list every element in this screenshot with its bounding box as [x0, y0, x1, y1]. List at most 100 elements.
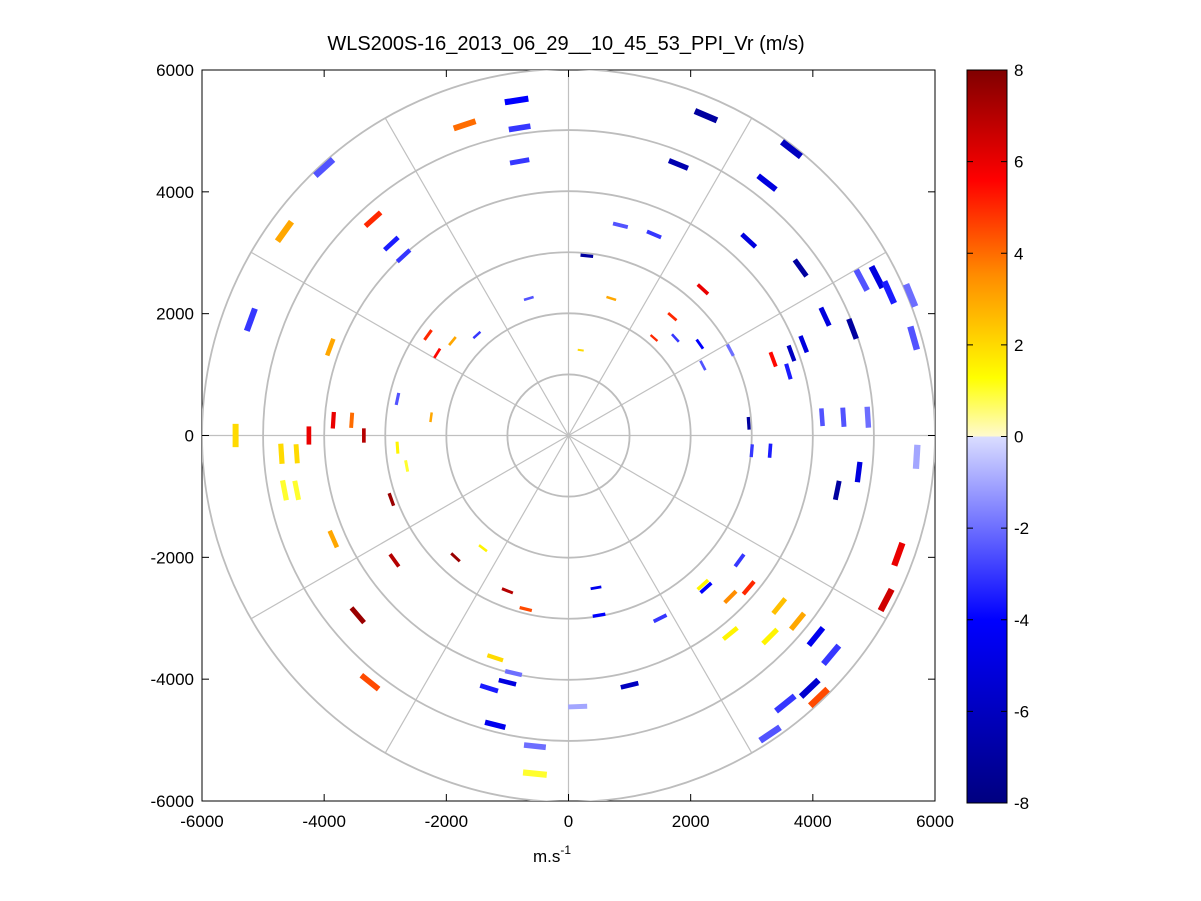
velocity-gate: [768, 351, 778, 368]
velocity-gate: [792, 258, 809, 278]
range-ring: [262, 129, 875, 742]
velocity-gate: [523, 295, 534, 302]
velocity-gate: [349, 412, 355, 428]
velocity-gate: [819, 408, 825, 427]
velocity-gate: [232, 423, 239, 448]
range-ring: [384, 251, 753, 620]
velocity-gate: [479, 683, 499, 694]
colorbar-tick-label: 0: [1014, 428, 1023, 447]
velocity-gate: [853, 268, 870, 292]
velocity-gate: [501, 587, 514, 595]
velocity-gate: [779, 139, 803, 160]
x-tick-label: -2000: [425, 812, 468, 831]
velocity-gate: [450, 552, 461, 563]
velocity-gate: [784, 363, 793, 380]
velocity-gate: [786, 344, 797, 362]
velocity-gate: [808, 686, 830, 709]
x-tick-label: 2000: [672, 812, 710, 831]
velocity-gate: [580, 253, 594, 259]
velocity-gate: [721, 626, 739, 641]
velocity-gate: [788, 611, 807, 631]
y-tick-label: 4000: [156, 183, 194, 202]
velocity-gate: [696, 578, 710, 591]
x-tick-label: 4000: [794, 812, 832, 831]
velocity-gate: [612, 221, 629, 230]
velocity-gate: [325, 338, 336, 357]
velocity-gate: [891, 541, 906, 567]
colorbar-tick-label: 6: [1014, 153, 1023, 172]
plot-area: -6000 -4000 -2000 0 2000 4000 6000 6000 4000 2000…: [151, 61, 954, 831]
y-tick-label: -4000: [151, 670, 194, 689]
velocity-gate: [484, 719, 507, 731]
velocity-gate: [327, 529, 340, 549]
colorbar-tick-label: -4: [1014, 611, 1029, 630]
velocity-gate: [395, 248, 412, 264]
x-tick-label: -6000: [180, 812, 223, 831]
velocity-gate: [383, 235, 400, 252]
velocity-gate: [577, 348, 584, 352]
velocity-gate: [478, 544, 488, 553]
velocity-gate: [667, 158, 689, 171]
velocity-gate: [902, 283, 919, 308]
velocity-gate: [864, 406, 872, 428]
velocity-gate: [620, 680, 639, 690]
velocity-gate: [504, 95, 529, 106]
velocity-gate: [798, 335, 809, 354]
velocity-gate: [649, 334, 659, 342]
velocity-gate: [330, 411, 336, 429]
velocity-gate: [761, 627, 779, 646]
velocity-gate: [646, 229, 662, 240]
velocity-gate: [798, 677, 821, 699]
velocity-gate: [771, 597, 788, 615]
colorbar-tick-label: 4: [1014, 244, 1023, 263]
range-ring: [323, 190, 814, 681]
velocity-gate: [423, 329, 433, 341]
velocity-gate: [274, 219, 295, 244]
colorbar-tick-label: -6: [1014, 702, 1029, 721]
velocity-gate: [821, 643, 842, 666]
velocity-gate: [758, 724, 782, 744]
velocity-gate: [740, 232, 758, 249]
velocity-gate: [806, 626, 826, 647]
colorbar-tick-label: -8: [1014, 794, 1029, 813]
velocity-gate: [509, 157, 530, 166]
y-tick-label: -2000: [151, 548, 194, 567]
velocity-gate: [671, 333, 680, 343]
velocity-gate: [243, 307, 258, 332]
velocity-gate: [313, 156, 336, 178]
colorbar-tick-label: -2: [1014, 519, 1029, 538]
velocity-gate: [359, 673, 381, 692]
y-tick-label: -6000: [151, 792, 194, 811]
velocity-gate: [504, 669, 523, 678]
velocity-gate: [388, 553, 401, 568]
velocity-gate: [741, 580, 756, 596]
velocity-gate: [508, 123, 531, 133]
velocity-gate: [756, 173, 778, 192]
x-tick-label: 0: [564, 812, 573, 831]
velocity-gate: [652, 613, 668, 624]
velocity-gate: [868, 265, 886, 290]
y-tick-label: 6000: [156, 61, 194, 80]
velocity-gate: [568, 703, 588, 710]
velocity-gate: [749, 444, 754, 458]
chart-title: WLS200S-16_2013_06_29__10_45_53_PPI_Vr (…: [327, 33, 804, 55]
velocity-gate: [404, 460, 410, 472]
velocity-gate: [429, 412, 433, 423]
velocity-gate: [519, 606, 533, 613]
x-tick-label: 6000: [916, 812, 954, 831]
velocity-gate: [854, 461, 863, 483]
velocity-gate: [387, 492, 396, 507]
velocity-gate: [395, 441, 400, 454]
velocity-gate: [746, 416, 751, 430]
velocity-gate: [695, 338, 705, 350]
y-tick-label: 2000: [156, 305, 194, 324]
velocity-gate: [667, 312, 678, 322]
x-axis-label: m.s-1: [533, 843, 571, 866]
velocity-gate: [278, 443, 285, 464]
x-tick-label: -4000: [302, 812, 345, 831]
velocity-gate: [293, 444, 300, 464]
velocity-gate: [846, 317, 859, 340]
colorbar: 8 6 4 2 0 -2 -4 -6 -8: [966, 61, 1029, 813]
velocity-gate: [881, 280, 897, 305]
